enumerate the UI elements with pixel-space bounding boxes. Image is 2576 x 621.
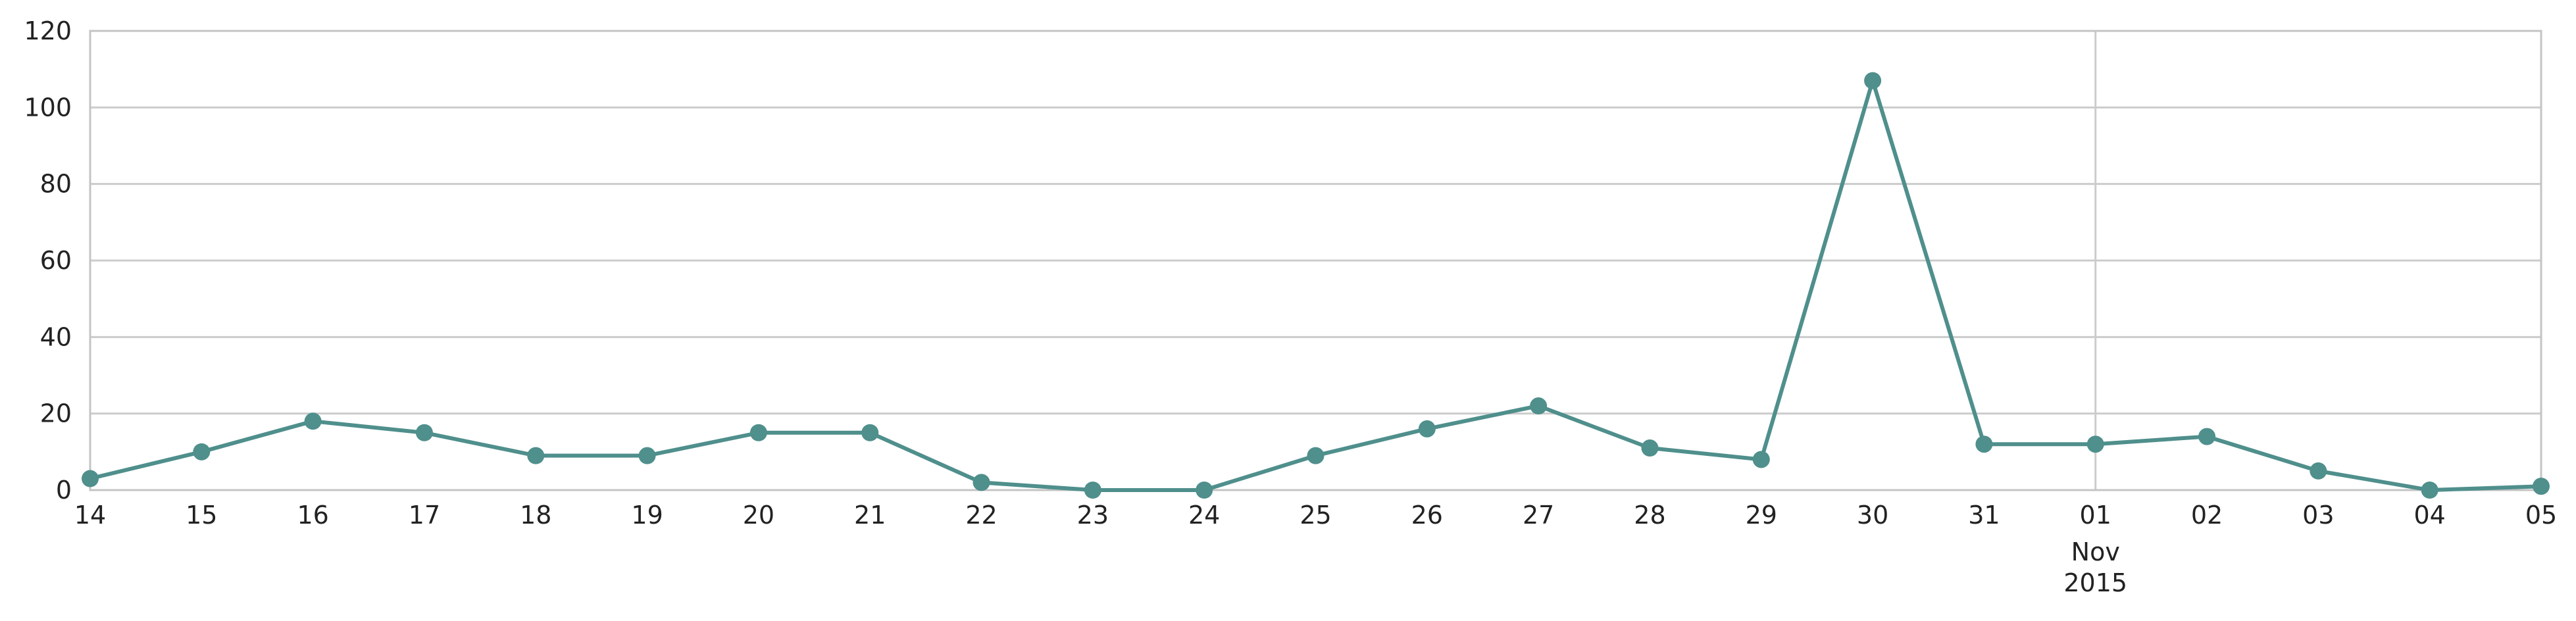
y-tick-label-80: 80 bbox=[40, 170, 72, 199]
x-tick-label-29: 29 bbox=[1746, 501, 1777, 530]
x-tick-label-21: 21 bbox=[854, 501, 886, 530]
x-tick-label-20: 20 bbox=[743, 501, 774, 530]
data-point-2015-10-26 bbox=[1418, 420, 1436, 437]
data-point-2015-10-22 bbox=[972, 474, 990, 491]
x-tick-label-01: 01 bbox=[2080, 501, 2111, 530]
data-point-2015-10-27 bbox=[1530, 397, 1548, 415]
x-tick-label-04: 04 bbox=[2414, 501, 2446, 530]
x-tick-label-15: 15 bbox=[186, 501, 217, 530]
x-tick-label-18: 18 bbox=[520, 501, 551, 530]
data-point-2015-10-25 bbox=[1307, 447, 1325, 464]
data-point-2015-10-17 bbox=[415, 424, 433, 441]
series-layer bbox=[82, 72, 2550, 499]
x-tick-label-19: 19 bbox=[631, 501, 663, 530]
data-point-2015-11-03 bbox=[2310, 462, 2327, 480]
data-point-2015-11-01 bbox=[2086, 435, 2104, 453]
series-line-0 bbox=[89, 78, 2542, 492]
grid-lines bbox=[90, 31, 2541, 490]
axes bbox=[89, 30, 2542, 491]
x-tick-label-03: 03 bbox=[2302, 501, 2334, 530]
data-point-2015-10-14 bbox=[82, 470, 99, 487]
data-point-2015-10-19 bbox=[638, 447, 656, 464]
x-tick-label-17: 17 bbox=[409, 501, 440, 530]
data-point-2015-10-15 bbox=[193, 443, 211, 460]
x-tick-label-25: 25 bbox=[1300, 501, 1331, 530]
data-point-2015-11-04 bbox=[2421, 482, 2438, 499]
data-point-2015-10-16 bbox=[304, 412, 322, 430]
data-point-2015-10-23 bbox=[1084, 482, 1101, 499]
x-tick-label-31: 31 bbox=[1968, 501, 2000, 530]
x-tick-label-16: 16 bbox=[297, 501, 328, 530]
x-tick-label-26: 26 bbox=[1411, 501, 1443, 530]
data-point-2015-10-30 bbox=[1864, 72, 1882, 89]
x-tick-label-30: 30 bbox=[1857, 501, 1888, 530]
data-point-2015-11-05 bbox=[2533, 478, 2550, 495]
y-tick-label-120: 120 bbox=[24, 16, 72, 45]
data-point-2015-10-21 bbox=[861, 424, 879, 441]
plot-frame bbox=[89, 30, 2542, 491]
data-point-2015-10-28 bbox=[1641, 439, 1659, 457]
data-point-2015-10-18 bbox=[527, 447, 545, 464]
data-point-2015-10-20 bbox=[749, 424, 767, 441]
data-point-2015-10-24 bbox=[1196, 482, 1213, 499]
x-tick-label-02: 02 bbox=[2191, 501, 2223, 530]
y-tick-label-0: 0 bbox=[56, 476, 72, 505]
x-tick-label-14: 14 bbox=[74, 501, 106, 530]
x-tick-label-23: 23 bbox=[1077, 501, 1109, 530]
x-secondary-label-0: Nov bbox=[2071, 537, 2120, 566]
y-tick-label-60: 60 bbox=[40, 246, 72, 275]
y-tick-label-40: 40 bbox=[40, 322, 72, 351]
data-point-2015-11-02 bbox=[2198, 428, 2216, 445]
x-tick-label-24: 24 bbox=[1188, 501, 1220, 530]
x-tick-label-22: 22 bbox=[965, 501, 997, 530]
data-point-2015-10-29 bbox=[1752, 451, 1770, 468]
y-tick-label-100: 100 bbox=[24, 93, 72, 122]
x-tick-label-27: 27 bbox=[1523, 501, 1554, 530]
x-secondary-label-1: 2015 bbox=[2063, 568, 2127, 597]
y-tick-label-20: 20 bbox=[40, 399, 72, 428]
x-tick-label-28: 28 bbox=[1634, 501, 1665, 530]
x-tick-label-05: 05 bbox=[2525, 501, 2557, 530]
data-point-2015-10-31 bbox=[1975, 435, 1993, 453]
